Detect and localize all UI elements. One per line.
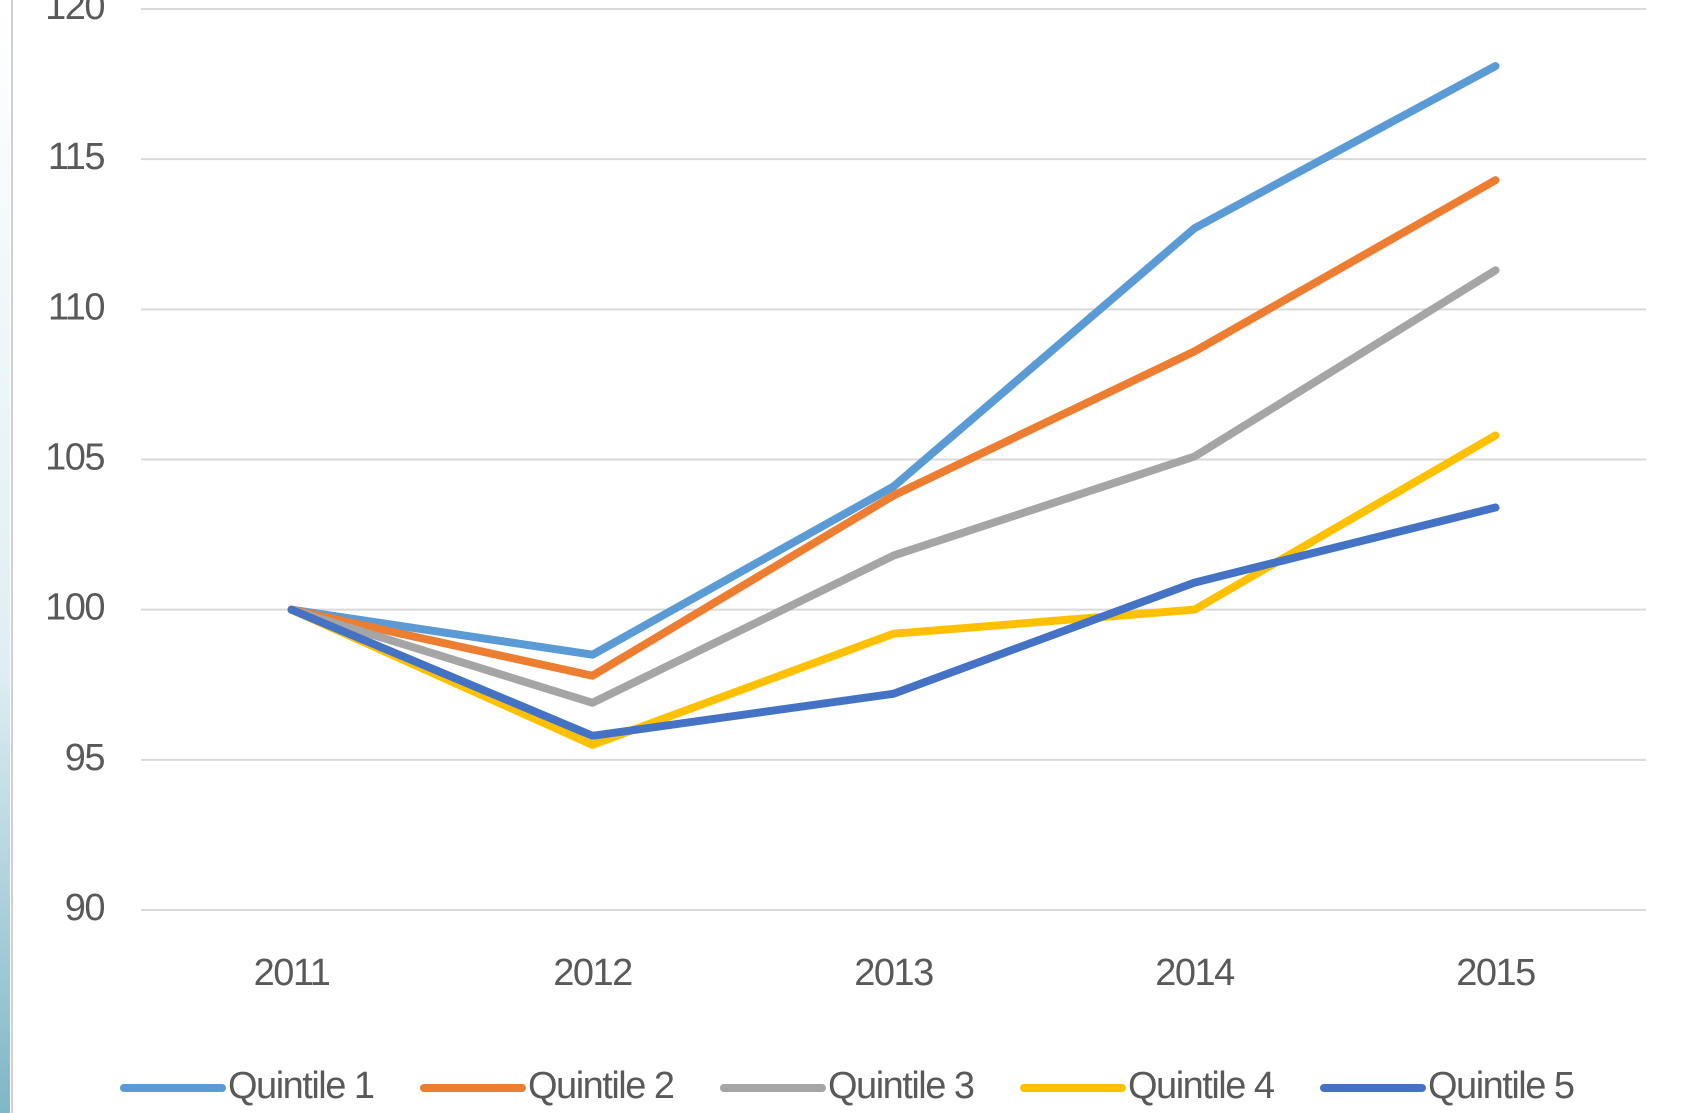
- series-line: [287, 176, 1500, 680]
- y-tick-label: 110: [48, 286, 104, 328]
- legend-label: Quintile 5: [1428, 1065, 1574, 1107]
- legend-label: Quintile 2: [528, 1065, 674, 1107]
- y-tick-label: 95: [65, 737, 105, 779]
- y-tick-label: 100: [45, 587, 104, 629]
- series-line: [287, 503, 1500, 740]
- legend-label: Quintile 4: [1128, 1065, 1275, 1107]
- x-tick-label: 2012: [553, 952, 632, 994]
- y-tick-label: 90: [65, 887, 105, 929]
- y-tick-label: 105: [45, 437, 104, 479]
- series-line: [287, 62, 1500, 659]
- legend-label: Quintile 3: [828, 1065, 974, 1107]
- y-tick-label: 120: [45, 0, 104, 28]
- x-tick-label: 2015: [1456, 952, 1535, 994]
- x-tick-label: 2013: [854, 952, 933, 994]
- series-line: [287, 431, 1500, 749]
- x-tick-label: 2011: [254, 952, 330, 994]
- edge-strip: [0, 0, 10, 1113]
- series-line: [287, 266, 1500, 707]
- y-tick-label: 115: [48, 136, 104, 178]
- x-tick-label: 2014: [1155, 952, 1235, 994]
- legend-label: Quintile 1: [228, 1065, 374, 1107]
